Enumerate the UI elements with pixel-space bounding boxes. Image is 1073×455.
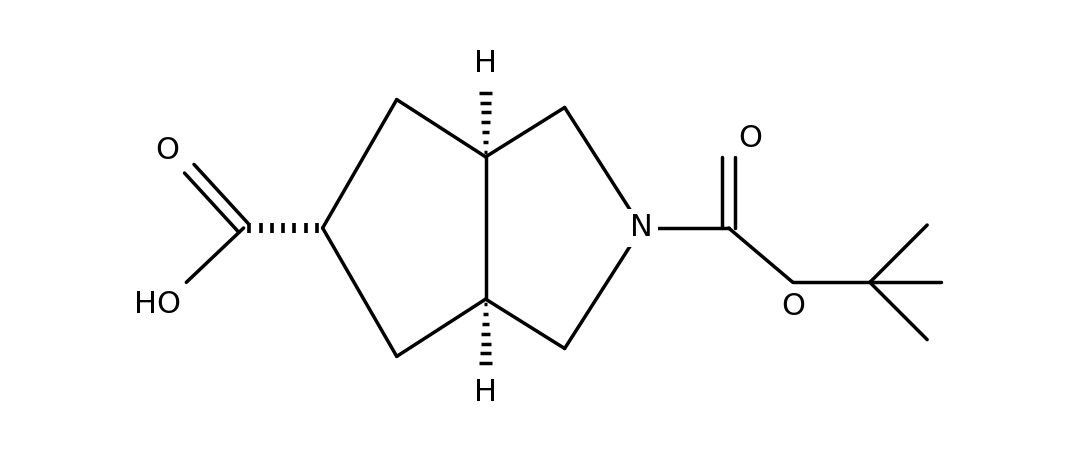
Text: N: N	[630, 213, 653, 243]
Text: H: H	[474, 49, 497, 78]
Text: HO: HO	[134, 290, 181, 319]
Text: O: O	[738, 124, 763, 153]
Text: O: O	[156, 136, 179, 165]
Text: O: O	[781, 292, 805, 321]
Text: H: H	[474, 378, 497, 407]
